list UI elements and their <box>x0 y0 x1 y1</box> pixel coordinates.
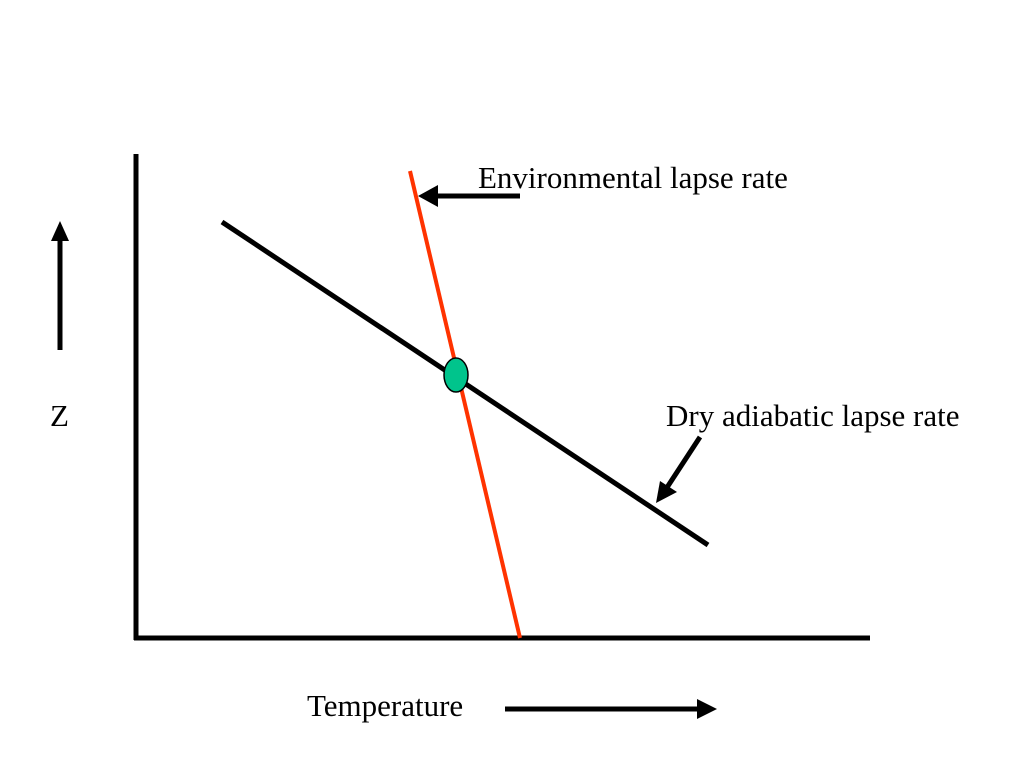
environmental-lapse-rate-label: Environmental lapse rate <box>478 162 788 193</box>
z-axis-label: Z <box>50 400 69 431</box>
dry-adiabatic-lapse-rate-label: Dry adiabatic lapse rate <box>666 400 960 431</box>
temperature-axis-label: Temperature <box>307 690 463 721</box>
arrow-down-left-icon <box>656 437 700 503</box>
environmental-line <box>410 171 520 638</box>
intersection-point <box>444 358 468 392</box>
arrow-up-icon <box>51 221 69 350</box>
arrow-right-icon <box>505 699 717 719</box>
